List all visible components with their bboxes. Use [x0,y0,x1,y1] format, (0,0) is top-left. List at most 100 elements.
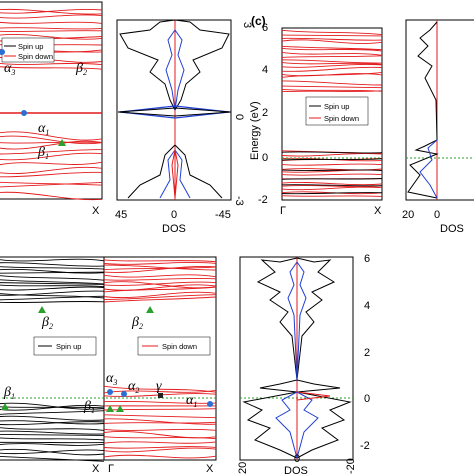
label-b-beta1-left: β1 [3,385,15,401]
panel-b-band-line [103,389,217,394]
panel-b-legend-down-box [137,336,211,356]
marker-b-alpha2 [121,391,127,397]
panel-c-band-line [281,55,383,58]
panel-b-band-line [0,275,105,281]
panel-a-dos-lower-black [127,144,223,199]
panel-b-band-line [0,420,105,425]
panel-b-band-line [103,284,217,291]
panel-b-band-line [0,290,105,296]
legend-spin-up-text: Spin up [18,42,43,51]
panel-b-band-line [103,265,217,273]
panel-b-band-line [0,433,105,436]
panel-b-band-line [0,437,105,441]
panel-c-band-line [281,51,383,56]
label-b-beta2-right: β2 [131,315,143,331]
panel-b-dos-tick-right: -20 [345,458,357,474]
panel-b-band-line [103,441,217,444]
panel-b-band-line [103,261,217,265]
label-alpha1: α1 [38,121,49,137]
panel-c-band-line [281,195,383,197]
panel-a-legend-box [1,37,55,63]
label-beta2: β2 [75,61,87,77]
panel-b-band-line [103,294,217,301]
panel-c-legend-box [305,96,369,126]
marker-b-beta1-left [1,403,9,410]
panel-b-band-line [0,271,105,274]
marker-alpha1 [21,110,27,116]
panel-b-ytick-2: 2 [364,347,370,359]
panel-b-band-line [103,428,217,431]
panel-b-band-line [103,446,217,449]
panel-b-band-line [0,266,105,270]
label-b-beta2-left: β2 [41,315,53,331]
panel-b-xtick-x-right: X [206,463,214,474]
panel-a-band-line [0,9,103,14]
panel-b-band-line [0,268,105,274]
label-b-beta1-right: β1 [83,399,95,415]
panel-a-band-line [0,131,103,141]
panel-c-band-line [281,63,383,68]
panel-b-spin-down-bands [103,259,217,459]
panel-c-dos: 20 0 DOS [402,19,474,235]
panel-b-band-line [0,284,105,288]
panel-b-band-line [103,266,217,271]
panel-b-band-line [0,415,105,421]
marker-b-beta1-right [116,405,124,412]
panel-b-xtick-gamma: Γ [108,463,114,474]
marker-beta1 [58,139,66,146]
panel-a-band-line [0,141,103,144]
panel-c-ytick-4: 4 [262,64,268,76]
panel-b-band-line [103,418,217,425]
panel-c-bands-lines [281,29,383,197]
panel-b-band-line [0,262,105,267]
panel-c-band-line [281,90,383,93]
panel-a-bands: Spin up Spin down α3 β2 α1 β1 X [0,1,103,217]
panel-b-legend-up-text: Spin up [56,342,81,351]
label-alpha3: α3 [4,61,15,77]
panel-b-ytick-4: 4 [364,300,370,312]
panel-a-ytick-mid: 0 [233,114,245,120]
panel-c-band-line [281,163,383,166]
panel-b-dos-xlabel: DOS [284,465,308,474]
panel-a-x-tick: X [92,205,100,217]
panel-c-band-line [281,59,383,64]
panel-c-band-line [281,66,383,72]
panel-b-band-line [0,404,105,411]
panel-c-band-line [281,169,383,172]
panel-a-band-line [0,149,103,155]
panel-c-label: (c) [251,14,266,28]
panel-b-legend-up-box [33,336,97,356]
panel-c-band-line [281,185,383,188]
panel-b-band-line [0,402,105,410]
panel-a-band-line [0,66,103,70]
panel-b-band-line [0,282,105,285]
panel-a-band-line [0,14,103,19]
panel-a-band-line [0,161,103,166]
panel-a-band-line [0,152,103,161]
panel-a-band-line [0,34,103,40]
panel-c-band-line [281,153,383,157]
panel-c-ytick-2: 2 [262,107,268,119]
panel-a-dos: 45 0 -45 DOS 3 0 -3 [115,19,253,235]
marker-b-beta2-right [146,306,154,313]
panel-c-band-line [281,45,383,51]
panel-b-dos: 20 0 -20 DOS 6 4 2 0 -2 [237,253,370,474]
marker-b-beta1-gamma [106,405,114,412]
panel-a-band-line [0,21,103,24]
panel-b-band-line [0,449,105,455]
panel-b-band-line [103,447,217,453]
panel-c-bands: (c) Spin up Spin down 6 4 2 0 -2 Energy … [249,14,383,217]
panel-a-band-line [0,135,103,145]
panel-b-band-line [103,436,217,440]
panel-a-dos-tick-right: -45 [215,209,231,221]
panel-b-band-line [0,455,105,462]
panel-b-dos-blue [275,261,319,459]
panel-a-dos-xlabel: DOS [162,223,186,235]
panel-a-band-line [0,181,103,186]
panel-b-ytick-6: 6 [364,253,370,265]
panel-a-ytick-top: 3 [241,22,253,28]
panel-c-band-line [281,62,383,65]
panel-b-band-line [0,258,105,262]
panel-c-band-line [281,39,383,44]
panel-b-band-line [0,279,105,285]
